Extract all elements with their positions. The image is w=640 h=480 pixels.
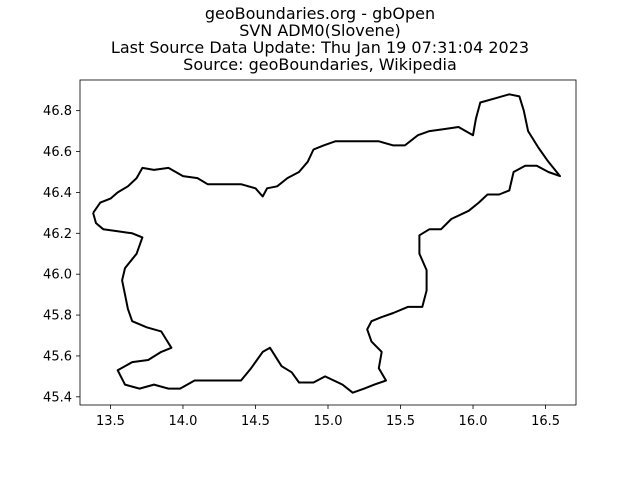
x-tick-label: 16.0 — [459, 414, 488, 429]
country-boundary-line — [92, 93, 561, 394]
x-tick-label: 13.5 — [96, 414, 125, 429]
y-tick-label: 46.6 — [43, 145, 72, 160]
x-tick-label: 16.5 — [531, 414, 560, 429]
x-axis-ticks: 13.5 14.0 14.5 15.0 15.5 16.0 16.5 — [96, 405, 560, 429]
y-tick-label: 46.0 — [43, 268, 72, 283]
map-axes: 13.5 14.0 14.5 15.0 15.5 16.0 16.5 45.445.645.… — [43, 79, 577, 429]
y-tick-label: 45.8 — [43, 309, 72, 324]
y-tick-label: 46.8 — [43, 104, 72, 119]
y-tick-label: 46.4 — [43, 186, 72, 201]
x-tick-label: 14.5 — [241, 414, 270, 429]
boundary-layer — [92, 93, 561, 394]
y-tick-label: 45.6 — [43, 349, 72, 364]
x-tick-label: 14.0 — [168, 414, 197, 429]
title-line-country: SVN ADM0(Slovene) — [239, 21, 401, 40]
title-line-source-project: geoBoundaries.org - gbOpen — [204, 4, 436, 23]
y-axis-ticks: 45.4 45.6 45.8 46.0 46.2 46.4 46.6 46.8 — [43, 104, 80, 405]
y-tick-label: 45.4 — [43, 390, 72, 405]
title-line-attribution: Source: geoBoundaries, Wikipedia — [183, 55, 457, 74]
y-tick-label: 46.2 — [43, 227, 72, 242]
title-line-update: Last Source Data Update: Thu Jan 19 07:3… — [110, 38, 530, 57]
x-tick-label: 15.5 — [386, 414, 415, 429]
x-tick-label: 15.0 — [314, 414, 343, 429]
